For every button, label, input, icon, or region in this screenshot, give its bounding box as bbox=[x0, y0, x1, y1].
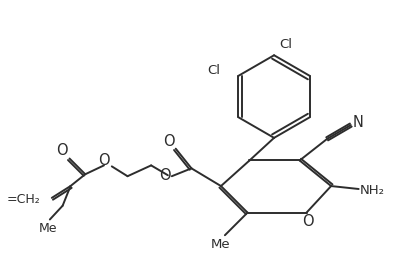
Text: O: O bbox=[159, 168, 171, 183]
Text: Me: Me bbox=[211, 238, 231, 250]
Text: Cl: Cl bbox=[208, 64, 221, 77]
Text: Me: Me bbox=[39, 222, 57, 235]
Text: O: O bbox=[302, 214, 313, 229]
Text: O: O bbox=[56, 143, 67, 158]
Text: Cl: Cl bbox=[279, 38, 292, 51]
Text: N: N bbox=[352, 115, 363, 130]
Text: O: O bbox=[98, 153, 110, 168]
Text: NH₂: NH₂ bbox=[360, 184, 385, 197]
Text: =CH₂: =CH₂ bbox=[6, 193, 40, 206]
Text: O: O bbox=[163, 134, 175, 149]
